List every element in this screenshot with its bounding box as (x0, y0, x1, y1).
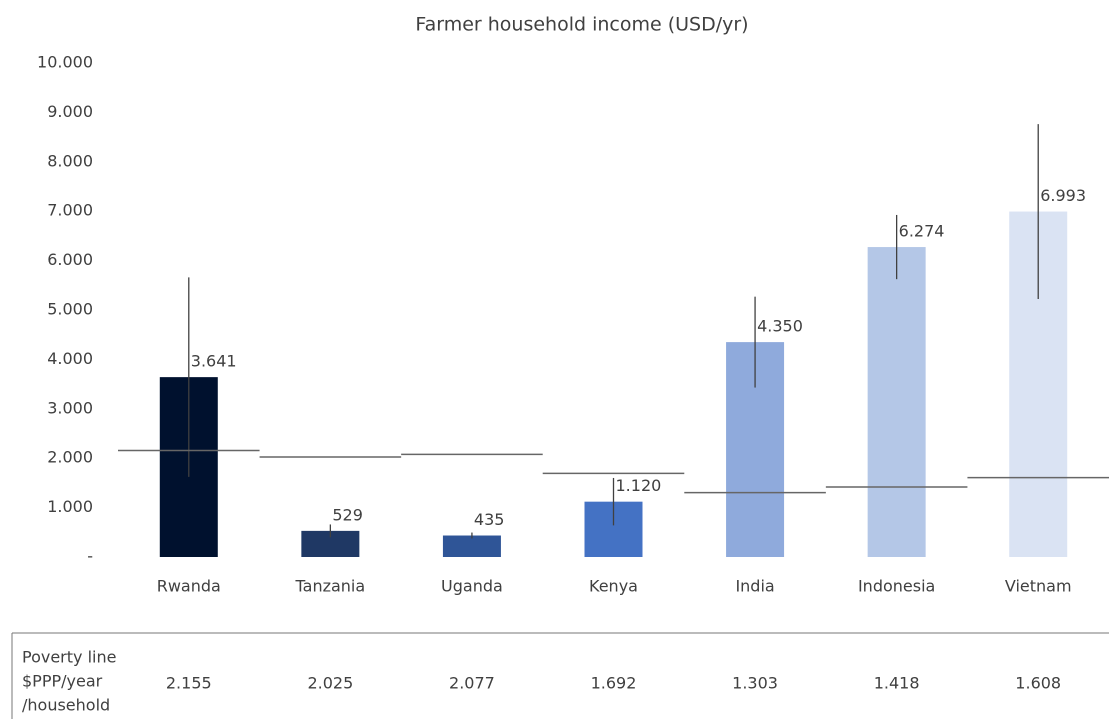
y-tick-label: 5.000 (47, 300, 93, 319)
y-tick-label: 7.000 (47, 201, 93, 220)
x-tick-label: Kenya (589, 577, 638, 596)
y-tick-label: 4.000 (47, 349, 93, 368)
table-row-label: $PPP/year (22, 672, 103, 691)
y-tick-label: - (87, 547, 93, 566)
y-tick-label: 2.000 (47, 448, 93, 467)
x-tick-label: India (735, 577, 774, 596)
y-tick-label: 9.000 (47, 102, 93, 121)
table-value: 2.155 (166, 674, 212, 693)
value-label: 3.641 (191, 352, 237, 371)
table-row-label: /household (22, 696, 110, 715)
chart-title: Farmer household income (USD/yr) (415, 14, 748, 36)
table-value: 1.418 (874, 674, 920, 693)
table-value: 2.025 (307, 674, 353, 693)
y-tick-label: 6.000 (47, 250, 93, 269)
y-tick-label: 1.000 (47, 497, 93, 516)
table-value: 1.303 (732, 674, 778, 693)
value-label: 4.350 (757, 317, 803, 336)
table-value: 1.692 (591, 674, 637, 693)
y-tick-label: 8.000 (47, 151, 93, 170)
x-tick-label: Uganda (441, 577, 503, 596)
table-row-label: Poverty line (22, 648, 116, 667)
table-value: 2.077 (449, 674, 495, 693)
value-label: 1.120 (616, 476, 662, 495)
value-label: 435 (474, 510, 505, 529)
value-label: 6.274 (899, 222, 945, 241)
y-tick-label: 3.000 (47, 398, 93, 417)
value-label: 6.993 (1040, 186, 1086, 205)
bar (442, 535, 501, 557)
x-tick-label: Vietnam (1005, 577, 1072, 596)
x-tick-label: Rwanda (157, 577, 221, 596)
value-label: 529 (332, 505, 363, 524)
bar (867, 247, 926, 558)
x-tick-label: Tanzania (295, 577, 366, 596)
y-tick-label: 10.000 (37, 53, 93, 72)
table-value: 1.608 (1015, 674, 1061, 693)
x-tick-label: Indonesia (858, 577, 935, 596)
